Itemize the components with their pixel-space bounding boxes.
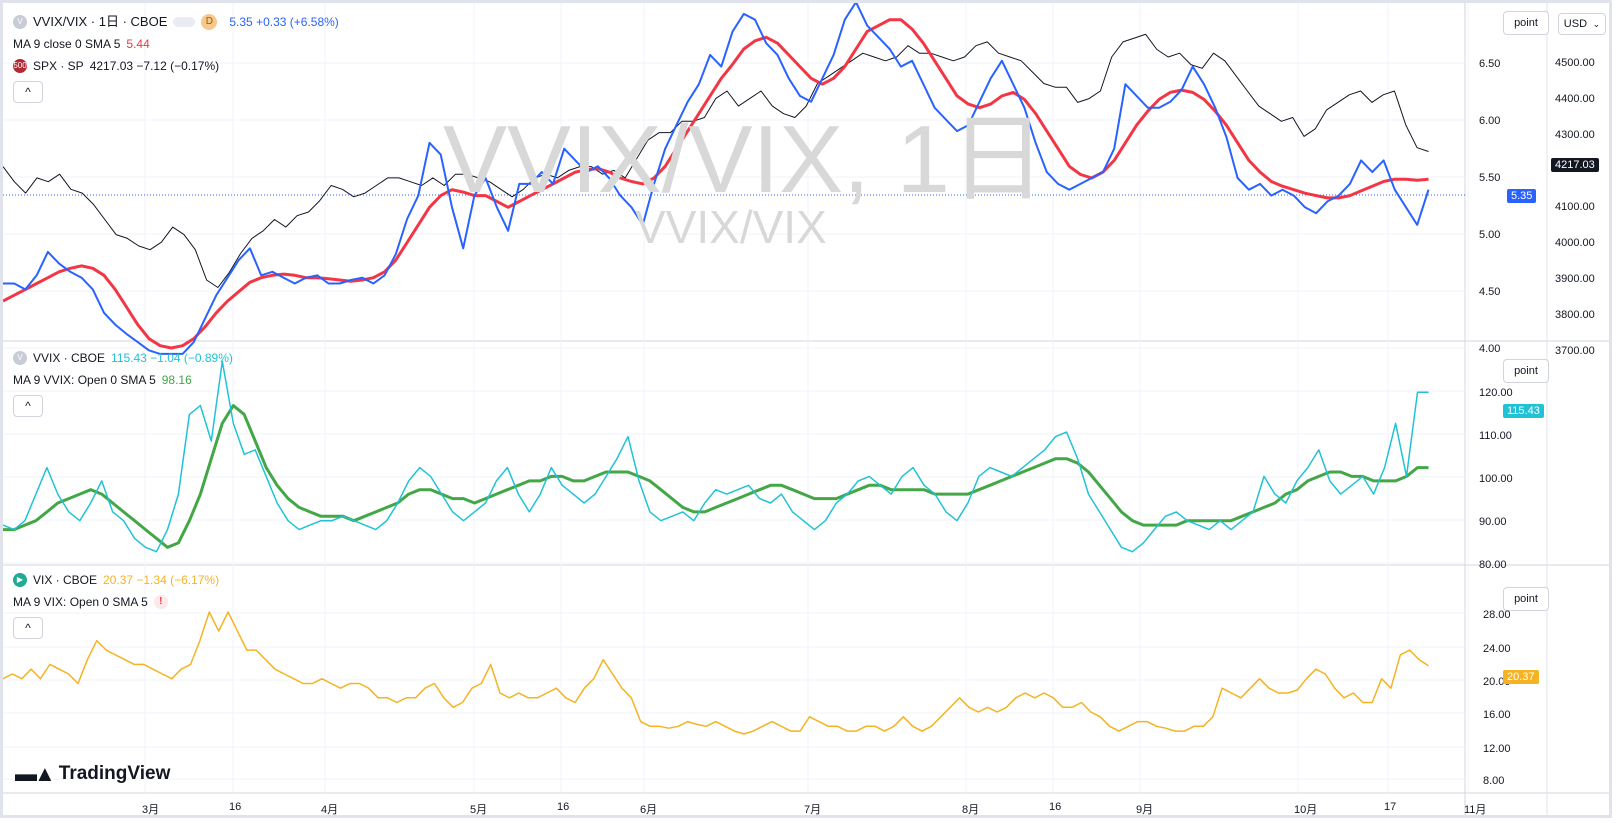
spx-tick: 4500.00 <box>1555 57 1595 69</box>
pane2-value: 115.43 −1.04 (−0.89%) <box>111 351 233 365</box>
tradingview-name: TradingView <box>58 763 171 784</box>
pane1-plot[interactable] <box>3 3 1430 355</box>
vvix-vix-ma-line[interactable] <box>3 18 1429 350</box>
pane1-collapse-button[interactable]: ^ <box>13 81 43 103</box>
spx-label[interactable]: SPX · SP <box>33 59 84 73</box>
pane1-tick: 4.50 <box>1479 286 1501 298</box>
spx-tick: 3700.00 <box>1555 345 1595 357</box>
spx-tick: 4300.00 <box>1555 129 1595 141</box>
warning-icon[interactable]: ! <box>153 595 168 609</box>
spx-value: 4217.03 −7.12 (−0.17%) <box>89 59 220 73</box>
chart-canvas[interactable] <box>3 3 1612 818</box>
pane3-tick: 16.00 <box>1483 709 1511 721</box>
pane3-tick: 12.00 <box>1483 743 1511 755</box>
pane1-symbol[interactable]: VVIX/VIX · 1日 · CBOE <box>33 14 168 29</box>
time-axis-label: 11月 <box>1464 804 1487 816</box>
time-axis-label: 16 <box>557 801 570 813</box>
spx-tick: 4000.00 <box>1555 237 1595 249</box>
pane2-tick: 100.00 <box>1479 473 1513 485</box>
vvix-vix-symbol-icon: V <box>13 15 27 29</box>
pane1-point-button[interactable]: point <box>1503 11 1549 35</box>
pane3-legend: ▶ VIX · CBOE 20.37 −1.34 (−6.17%) MA 9 V… <box>13 569 219 639</box>
pane2-ma-label[interactable]: MA 9 VVIX: Open 0 SMA 5 <box>13 373 156 387</box>
pane1-ma-label[interactable]: MA 9 close 0 SMA 5 <box>13 37 121 51</box>
time-axis-label: 3月 <box>142 804 160 816</box>
grid-lines <box>3 3 1609 815</box>
status-pill <box>173 17 196 27</box>
pane1-tick: 4.00 <box>1479 343 1501 355</box>
spx-tick: 4400.00 <box>1555 93 1595 105</box>
pane1-tick: 5.50 <box>1479 172 1501 184</box>
pane3-point-button[interactable]: point <box>1503 587 1549 611</box>
spx-price-tag: 4217.03 <box>1551 158 1599 172</box>
pane3-plot[interactable] <box>3 611 1429 735</box>
pane3-symbol[interactable]: VIX · CBOE <box>33 573 98 587</box>
pane3-collapse-button[interactable]: ^ <box>13 617 43 639</box>
currency-select[interactable]: USD ⌄ <box>1558 13 1606 35</box>
pane2-tick: 80.00 <box>1479 559 1507 571</box>
pane2-legend: V VVIX · CBOE 115.43 −1.04 (−0.89%) MA 9… <box>13 347 233 417</box>
pane1-tick: 5.00 <box>1479 229 1501 241</box>
pane3-tick: 24.00 <box>1483 643 1511 655</box>
time-axis-label: 6月 <box>640 804 658 816</box>
chevron-down-icon: ⌄ <box>1592 18 1601 29</box>
time-axis-label: 16 <box>1049 801 1062 813</box>
time-axis-label: 17 <box>1384 801 1397 813</box>
time-axis-label: 7月 <box>804 804 822 816</box>
vix-line[interactable] <box>3 611 1429 735</box>
pane1-tick: 6.00 <box>1479 115 1501 127</box>
currency-label: USD <box>1563 18 1588 30</box>
spx-tick: 3800.00 <box>1555 309 1595 321</box>
pane1-price-tag: 5.35 <box>1507 189 1537 203</box>
pane2-ma-value: 98.16 <box>161 373 192 387</box>
pane2-point-button[interactable]: point <box>1503 359 1549 383</box>
time-axis-label: 8月 <box>962 804 980 816</box>
pane2-collapse-button[interactable]: ^ <box>13 395 43 417</box>
spx-line[interactable] <box>3 33 1429 288</box>
pane1-legend: V VVIX/VIX · 1日 · CBOE D 5.35 +0.33 (+6.… <box>13 11 339 103</box>
pane3-tick: 28.00 <box>1483 609 1511 621</box>
pane3-tick: 8.00 <box>1483 775 1505 787</box>
pane2-symbol[interactable]: VVIX · CBOE <box>33 351 106 365</box>
vix-symbol-icon: ▶ <box>13 573 27 587</box>
pane1-value: 5.35 +0.33 (+6.58%) <box>229 15 339 29</box>
pane2-tick: 90.00 <box>1479 516 1507 528</box>
pane1-ma-value: 5.44 <box>126 37 150 51</box>
pane3-price-tag: 20.37 <box>1503 670 1539 684</box>
spx-tick: 3900.00 <box>1555 273 1595 285</box>
vvix-symbol-icon: V <box>13 351 27 365</box>
interval-badge[interactable]: D <box>201 14 218 30</box>
pane1-tick: 6.50 <box>1479 58 1501 70</box>
tradingview-logo[interactable]: ▬▲ TradingView <box>15 761 170 787</box>
time-axis-label: 10月 <box>1294 804 1318 816</box>
vvix-line[interactable] <box>3 360 1429 553</box>
pane2-price-tag: 115.43 <box>1503 404 1544 418</box>
pane3-ma-label[interactable]: MA 9 VIX: Open 0 SMA 5 <box>13 595 148 609</box>
vvix-ma-line[interactable] <box>3 404 1429 549</box>
vvix-vix-line[interactable] <box>3 3 1430 355</box>
spx-tick: 4100.00 <box>1555 201 1595 213</box>
pane2-tick: 120.00 <box>1479 387 1513 399</box>
time-axis-label: 4月 <box>321 804 339 816</box>
tradingview-tv-icon: ▬▲ <box>15 761 56 786</box>
spx-500-icon: 500 <box>13 59 27 73</box>
time-axis-label: 5月 <box>470 804 488 816</box>
time-axis-label: 16 <box>229 801 242 813</box>
pane2-tick: 110.00 <box>1479 430 1512 442</box>
time-axis-label: 9月 <box>1136 804 1154 816</box>
pane3-value: 20.37 −1.34 (−6.17%) <box>103 573 220 587</box>
pane2-plot[interactable] <box>3 360 1429 553</box>
